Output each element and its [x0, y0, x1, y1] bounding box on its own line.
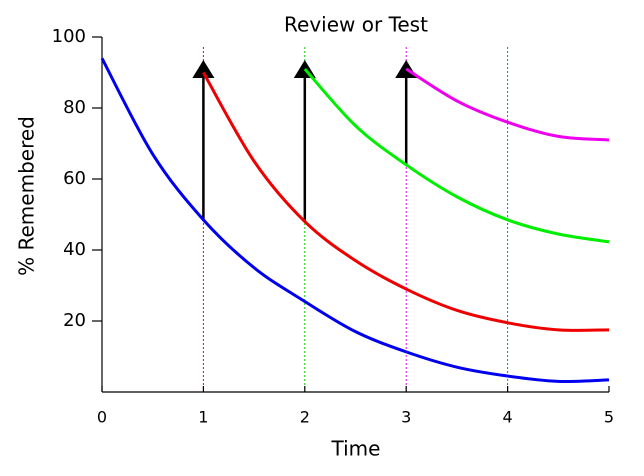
x-tick-label: 4 — [503, 408, 513, 427]
x-axis-label: Time — [331, 437, 381, 461]
x-tick-label: 0 — [97, 408, 107, 427]
x-tick-label: 3 — [401, 408, 411, 427]
curve — [405, 67, 610, 142]
curve — [100, 57, 610, 383]
x-tick-label: 2 — [300, 408, 310, 427]
chart-title: Review or Test — [284, 13, 428, 37]
curve — [303, 67, 610, 244]
y-tick-label: 60 — [63, 168, 86, 189]
y-axis-label: % Remembered — [15, 116, 39, 276]
review-arrowhead — [192, 60, 215, 78]
x-tick-label: 5 — [604, 408, 614, 427]
y-tick-label: 80 — [63, 97, 86, 118]
y-tick-label: 40 — [63, 239, 86, 260]
x-tick-label: 1 — [198, 408, 208, 427]
y-tick-label: 100 — [52, 26, 86, 47]
curve — [202, 71, 610, 332]
y-tick-label: 20 — [63, 310, 86, 331]
